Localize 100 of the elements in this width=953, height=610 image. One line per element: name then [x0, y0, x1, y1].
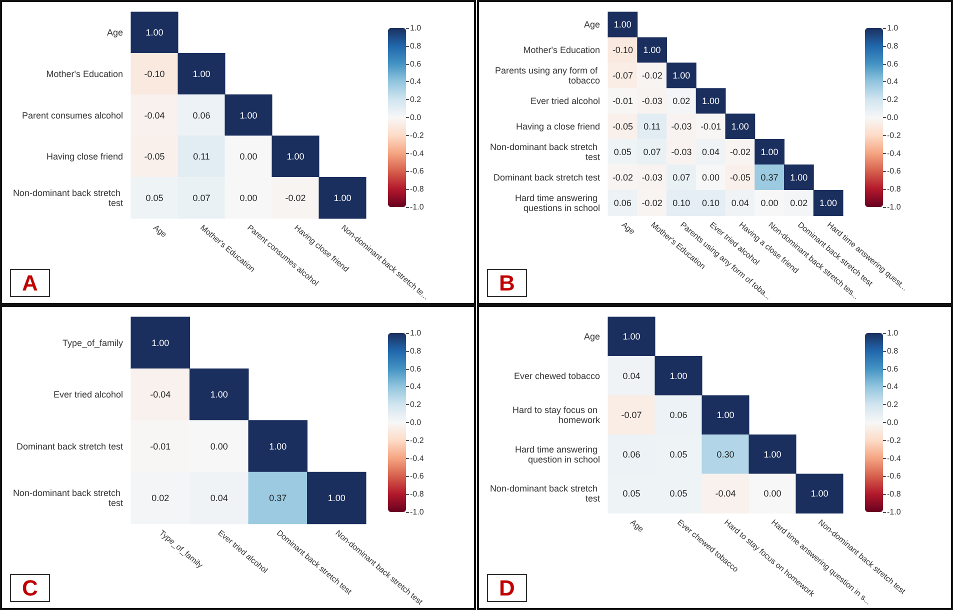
- data-label: 1.00: [820, 198, 838, 208]
- data-label: -0.02: [612, 172, 633, 182]
- data-label: 1.00: [702, 96, 720, 106]
- data-label: -0.02: [642, 198, 662, 208]
- color-bar-label: 1.0: [887, 328, 899, 338]
- color-bar-label: 0.4: [410, 382, 422, 392]
- y-tick-label: Age: [106, 28, 123, 38]
- color-bar-label: -0.2: [887, 130, 902, 140]
- data-label: 0.05: [622, 488, 640, 499]
- data-label: -0.03: [671, 122, 692, 132]
- data-label: 1.00: [670, 370, 688, 381]
- color-bar-label: -1.0: [887, 508, 902, 516]
- color-bar-label: 1.0: [887, 24, 899, 32]
- color-bar-label: 0.2: [410, 95, 422, 104]
- data-label: 1.00: [716, 410, 734, 420]
- data-label: -0.10: [612, 45, 633, 56]
- color-bar-label: -0.8: [410, 184, 424, 194]
- data-label: -0.04: [715, 488, 736, 499]
- data-label: 1.00: [192, 68, 210, 79]
- y-tick-label: Ever tried alcohol: [530, 96, 600, 106]
- data-label: -0.02: [730, 147, 750, 158]
- color-bar-label: -0.4: [887, 454, 902, 463]
- data-label: -0.05: [144, 152, 165, 162]
- color-bar-label: 0.0: [887, 113, 899, 122]
- y-tick-label: Age: [584, 332, 600, 342]
- data-label: 1.00: [152, 338, 170, 348]
- color-bar-label: 0.8: [410, 41, 422, 50]
- data-label: 1.00: [790, 172, 808, 182]
- y-tick-label: Age: [584, 20, 600, 30]
- data-label: -0.03: [671, 147, 692, 158]
- data-label: 0.02: [790, 198, 808, 208]
- data-label: 1.00: [810, 488, 828, 499]
- y-tick-label: Dominant back stretch test: [16, 441, 124, 452]
- data-label: 1.00: [643, 45, 661, 56]
- color-bar-label: -0.4: [410, 454, 424, 463]
- y-tick-label: Non-dominant back stretch test: [490, 142, 600, 162]
- data-label: 0.30: [716, 449, 734, 460]
- color-bar-label: -0.6: [410, 472, 424, 481]
- color-bar-label: -0.2: [410, 436, 424, 445]
- data-label: 0.11: [193, 152, 210, 162]
- color-bar-label: 0.2: [410, 400, 422, 410]
- data-label: -0.02: [285, 192, 306, 203]
- color-bar-label: 0.4: [887, 77, 899, 86]
- data-label: 0.00: [702, 172, 720, 182]
- data-label: 0.02: [672, 96, 690, 106]
- data-label: 1.00: [210, 390, 228, 400]
- data-label: -0.07: [612, 70, 633, 81]
- data-label: 0.00: [240, 152, 258, 162]
- color-bar-label: 0.6: [410, 59, 422, 68]
- color-bar-label: -0.4: [887, 148, 902, 158]
- color-bar-label: -0.6: [410, 166, 424, 176]
- data-label: 0.05: [670, 449, 688, 460]
- data-label: 1.00: [286, 152, 304, 162]
- color-bar-label: 0.4: [410, 77, 422, 86]
- data-label: 0.07: [192, 192, 210, 203]
- y-tick-label: Ever tried alcohol: [53, 390, 123, 400]
- data-label: 0.05: [614, 147, 632, 158]
- color-bar-label: -0.6: [887, 166, 902, 176]
- y-tick-label: Mother's Education: [46, 68, 123, 79]
- color-bar-label: 0.8: [887, 41, 899, 50]
- data-label: 0.11: [644, 122, 660, 132]
- y-tick-label: Dominant back stretch test: [493, 172, 600, 182]
- data-label: 0.02: [152, 492, 170, 503]
- x-tick-label: Age: [628, 518, 646, 534]
- color-bar-label: -1.0: [887, 202, 902, 212]
- color-bar-label: 0.8: [887, 346, 899, 356]
- data-label: 0.05: [670, 488, 688, 499]
- data-label: 0.06: [614, 198, 632, 208]
- data-label: 0.07: [672, 172, 690, 182]
- data-label: 0.37: [760, 172, 778, 182]
- data-label: -0.05: [612, 122, 633, 132]
- data-label: 0.04: [210, 492, 228, 503]
- y-tick-label: Non-dominant back stretch test: [12, 488, 124, 508]
- data-label: 0.06: [192, 110, 210, 120]
- data-label: 1.00: [731, 122, 749, 132]
- color-bar-label: 0.0: [410, 418, 422, 427]
- data-label: 0.37: [269, 492, 287, 503]
- color-bar-label: -1.0: [410, 202, 424, 212]
- data-label: 1.00: [760, 147, 778, 158]
- color-bar-label: 1.0: [410, 328, 422, 338]
- y-tick-label: Hard time answering question in school: [514, 444, 600, 464]
- color-bar-label: 0.2: [887, 400, 899, 410]
- text: D: [499, 576, 515, 600]
- data-label: -0.10: [144, 68, 165, 79]
- y-tick-label: Non-dominant back stretch test: [12, 188, 124, 208]
- data-label: -0.07: [621, 410, 642, 420]
- y-tick-label: Type_of_family: [62, 338, 124, 348]
- color-bar-label: 0.8: [410, 346, 422, 356]
- data-label: 0.07: [643, 147, 661, 158]
- data-label: 0.04: [702, 147, 720, 158]
- y-tick-label: Ever chewed tobacco: [514, 370, 600, 381]
- text: C: [22, 576, 38, 600]
- y-tick-label: Mother's Education: [523, 45, 600, 56]
- color-bar-label: -0.8: [410, 490, 424, 499]
- data-label: -0.02: [642, 70, 662, 81]
- data-label: 1.00: [764, 449, 782, 460]
- data-label: 1.00: [269, 441, 287, 452]
- y-tick-label: Parents using any form of tobacco: [494, 66, 600, 86]
- y-tick-label: Hard time answering questions in school: [514, 192, 600, 213]
- x-tick-label: Age: [620, 220, 637, 237]
